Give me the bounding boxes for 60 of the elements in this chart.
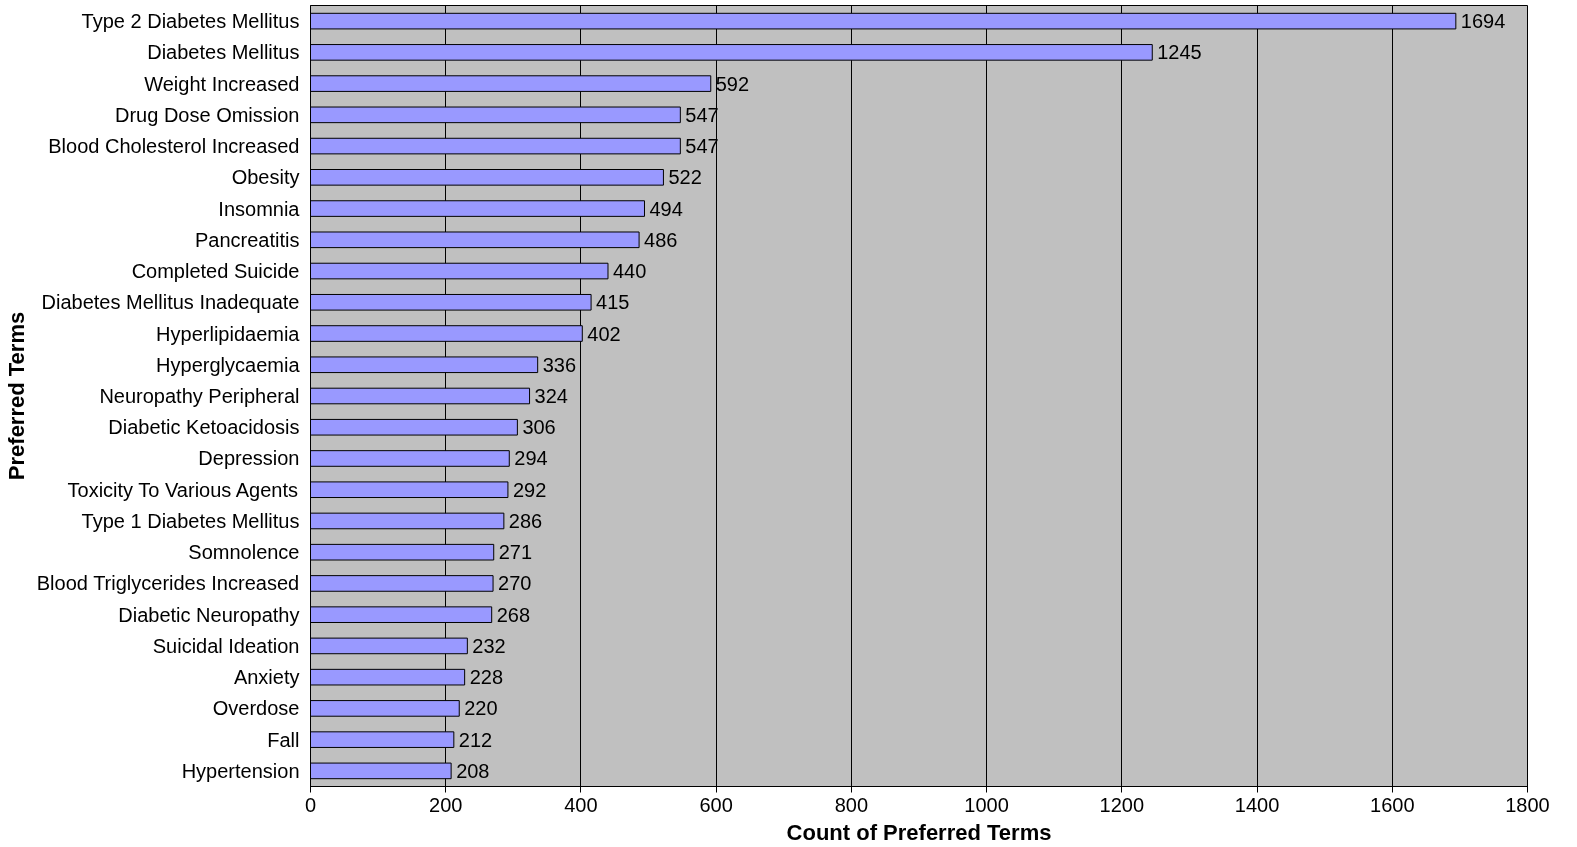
data-label: 324 (534, 385, 568, 407)
y-tick-label: Diabetes Mellitus Inadequate (41, 291, 300, 314)
y-tick-label: Type 1 Diabetes Mellitus (81, 509, 300, 532)
x-tick-label: 0 (304, 793, 317, 816)
data-label: 294 (514, 447, 548, 470)
data-label: 1694 (1460, 10, 1506, 33)
x-tick-label: 1000 (964, 793, 1009, 816)
x-tick-label: 1400 (1234, 793, 1280, 816)
y-axis-title: Preferred Terms (3, 311, 29, 481)
data-label: 440 (612, 260, 647, 283)
x-tick-label: 600 (699, 793, 733, 816)
y-tick-label: Weight Increased (144, 72, 300, 95)
y-tick-label: Insomnia (218, 197, 301, 220)
y-tick-label: Type 2 Diabetes Mellitus (81, 10, 300, 33)
data-label: 271 (498, 541, 533, 564)
data-label: 592 (715, 72, 750, 95)
y-tick-label: Obesity (231, 166, 300, 189)
y-tick-label: Depression (198, 447, 300, 470)
data-label: 292 (512, 478, 547, 501)
y-tick-label: Blood Cholesterol Increased (48, 135, 300, 158)
data-label: 208 (456, 759, 490, 782)
y-tick-label: Pancreatitis (195, 228, 300, 251)
y-tick-label: Diabetes Mellitus (147, 41, 300, 64)
y-tick-label: Neuropathy Peripheral (99, 385, 300, 407)
y-tick-label: Suicidal Ideation (152, 634, 300, 657)
data-label: 336 (542, 353, 577, 376)
x-tick-label: 400 (564, 793, 598, 816)
x-tick-label: 800 (834, 793, 869, 816)
x-tick-label: 200 (429, 793, 463, 816)
data-label: 286 (508, 509, 543, 532)
data-label: 1245 (1157, 41, 1202, 64)
data-label: 415 (596, 291, 630, 314)
y-tick-label: Drug Dose Omission (115, 103, 300, 126)
data-label: 522 (668, 166, 702, 189)
y-tick-label: Hypertension (181, 759, 300, 782)
y-tick-label: Diabetic Neuropathy (118, 603, 300, 626)
y-tick-label: Overdose (212, 697, 300, 720)
y-tick-label: Anxiety (233, 666, 300, 689)
x-tick-label: 1800 (1505, 793, 1550, 816)
data-label: 268 (496, 603, 531, 626)
x-tick-label: 1200 (1099, 793, 1145, 816)
y-tick-label: Somnolence (188, 541, 300, 564)
data-label: 486 (644, 228, 678, 251)
data-label: 402 (587, 322, 621, 345)
data-label: 232 (472, 634, 506, 657)
y-tick-label: Completed Suicide (131, 260, 300, 283)
y-tick-label: Blood Triglycerides Increased (36, 572, 300, 595)
data-label: 270 (498, 572, 532, 595)
y-tick-label: Fall (267, 728, 300, 751)
x-tick-label: 1600 (1370, 793, 1415, 816)
y-tick-label: Diabetic Ketoacidosis (108, 416, 300, 439)
y-tick-label: Hyperglycaemia (156, 353, 301, 376)
data-label: 494 (649, 197, 683, 220)
y-tick-label: Toxicity To Various Agents (67, 478, 299, 501)
data-label: 220 (464, 697, 498, 720)
x-axis-title: Count of Preferred Terms (786, 819, 1052, 845)
data-label: 212 (458, 728, 493, 751)
data-label: 228 (469, 666, 504, 689)
data-label: 306 (522, 416, 556, 439)
y-tick-label: Hyperlipidaemia (156, 322, 301, 345)
